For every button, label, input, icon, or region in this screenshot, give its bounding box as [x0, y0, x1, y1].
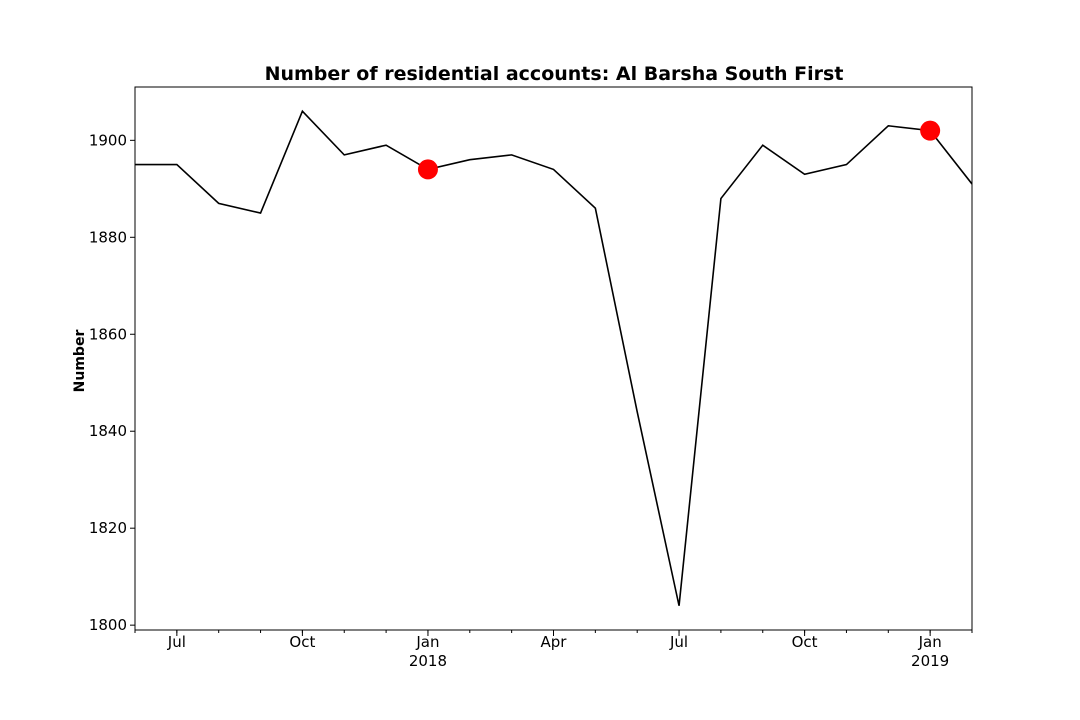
series-line [135, 109, 972, 606]
x-tick-label: Jan [918, 633, 942, 651]
x-tick-year-label: 2019 [911, 652, 949, 670]
y-tick-label: 1860 [89, 325, 127, 343]
highlight-point [417, 159, 438, 180]
x-tick-label: Oct [289, 633, 315, 651]
x-tick-label: Jan [415, 633, 439, 651]
y-tick-label: 1880 [89, 228, 127, 246]
x-tick-label: Jul [669, 633, 688, 651]
y-axis-label: Number [72, 330, 88, 393]
chart-title: Number of residential accounts: Al Barsh… [265, 63, 844, 85]
x-tick-label: Apr [541, 633, 568, 651]
plot-frame [134, 86, 973, 631]
y-tick-label: 1800 [89, 616, 127, 634]
x-tick-label: Jul [167, 633, 186, 651]
x-tick-year-label: 2018 [409, 652, 447, 670]
x-tick-label: Oct [792, 633, 818, 651]
y-tick-label: 1840 [89, 422, 127, 440]
y-tick-label: 1900 [89, 131, 127, 149]
highlight-point [920, 120, 941, 141]
y-tick-label: 1820 [89, 519, 127, 537]
